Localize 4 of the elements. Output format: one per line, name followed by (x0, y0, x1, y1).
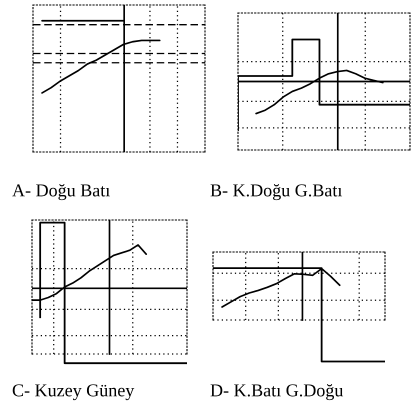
text: C- Kuzey Güney (12, 384, 134, 400)
text: D- K.Batı G.Doğu (210, 384, 344, 400)
text: B- K.Doğu G.Batı (210, 184, 342, 200)
text: A- Doğu Batı (12, 184, 110, 200)
